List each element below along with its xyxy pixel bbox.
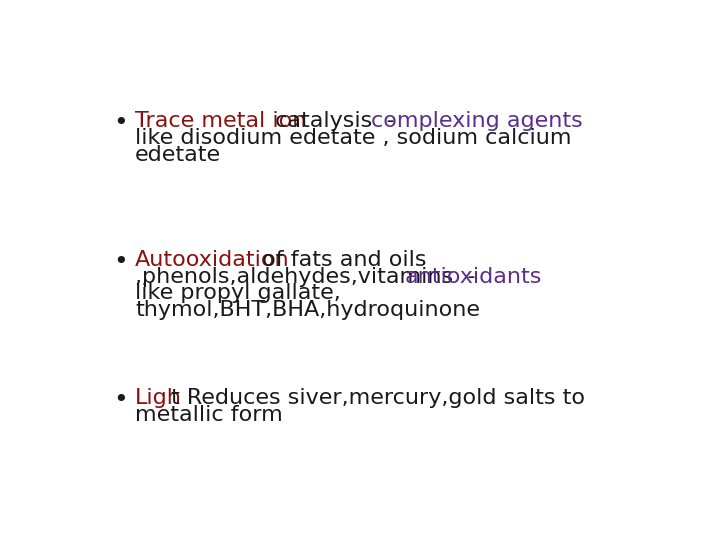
Text: like propyl gallate,: like propyl gallate, [135, 284, 341, 303]
Text: Trace metal ion: Trace metal ion [135, 111, 306, 131]
Text: thymol,BHT,BHA,hydroquinone: thymol,BHT,BHA,hydroquinone [135, 300, 480, 320]
Text: t Reduces siver,mercury,gold salts to: t Reduces siver,mercury,gold salts to [171, 388, 585, 408]
Text: edetate: edetate [135, 145, 221, 165]
Text: of fats and oils: of fats and oils [255, 249, 426, 269]
Text: catalysis  -: catalysis - [268, 111, 402, 131]
Text: •: • [113, 388, 128, 412]
Text: ,phenols,aldehydes,vitamins  -: ,phenols,aldehydes,vitamins - [135, 267, 482, 287]
Text: •: • [113, 111, 128, 135]
Text: antioxidants: antioxidants [405, 267, 541, 287]
Text: like disodium edetate , sodium calcium: like disodium edetate , sodium calcium [135, 128, 572, 148]
Text: Autooxidation: Autooxidation [135, 249, 289, 269]
Text: •: • [113, 249, 128, 274]
Text: Ligh: Ligh [135, 388, 182, 408]
Text: complexing agents: complexing agents [372, 111, 583, 131]
Text: metallic form: metallic form [135, 405, 283, 425]
